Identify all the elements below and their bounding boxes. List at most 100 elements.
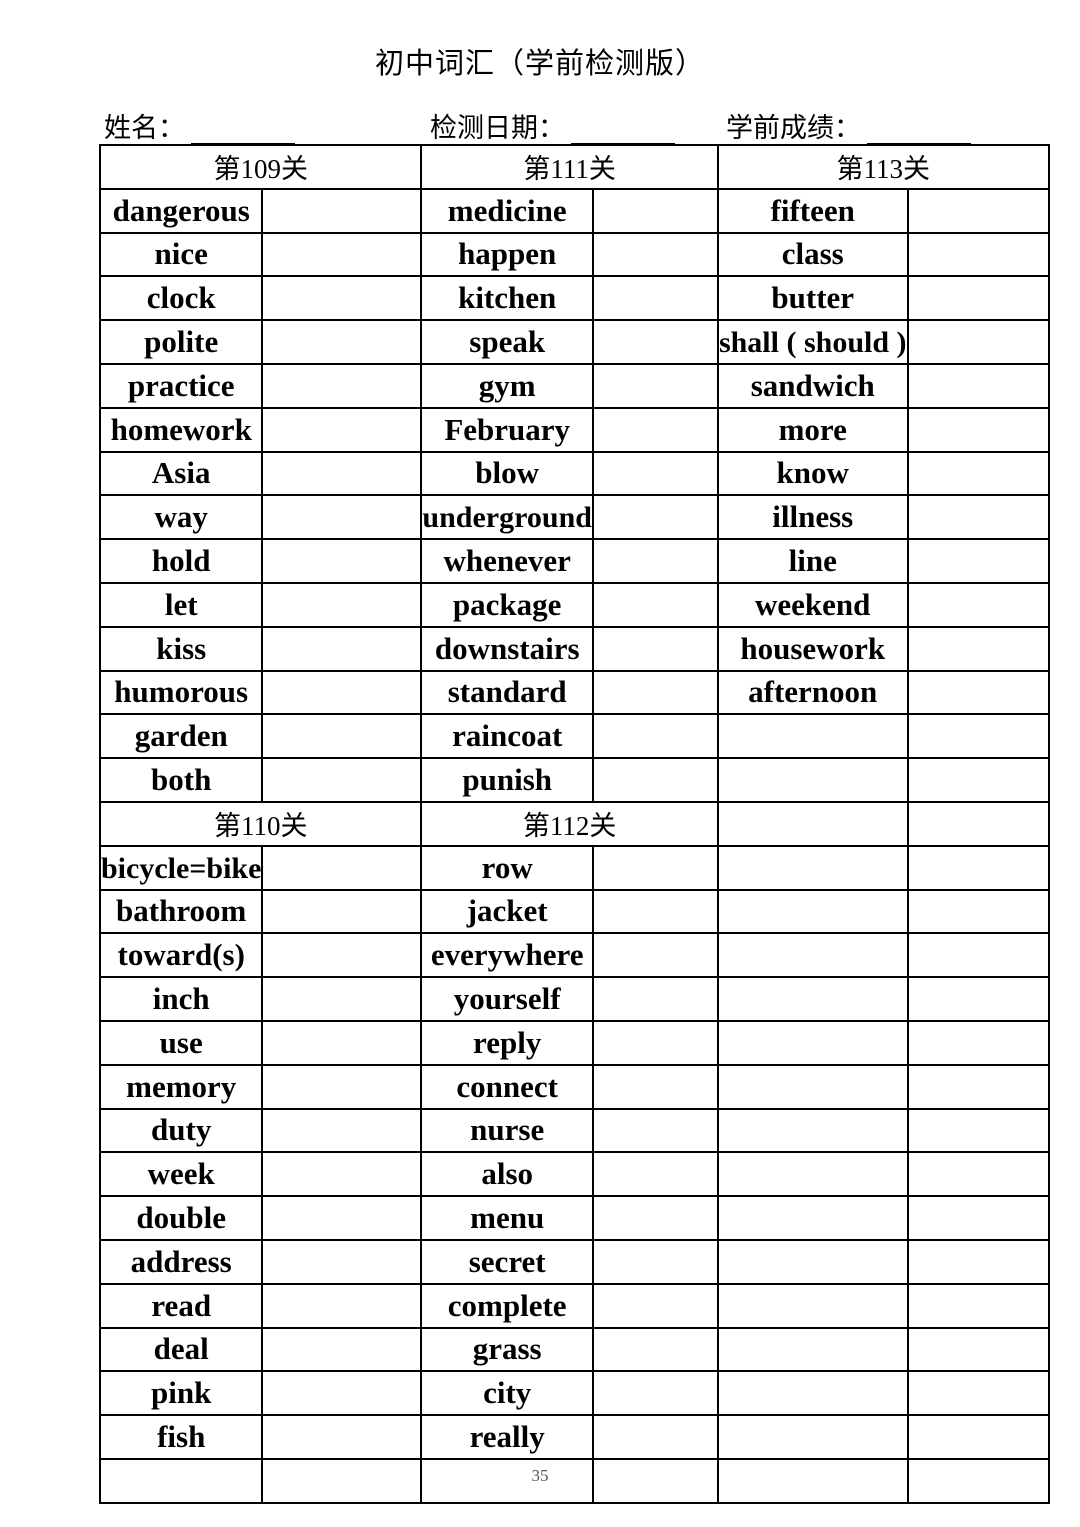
- answer-cell[interactable]: [591, 1063, 719, 1110]
- answer-cell[interactable]: [906, 362, 1050, 409]
- answer-cell[interactable]: [261, 844, 423, 891]
- answer-cell[interactable]: [906, 231, 1050, 278]
- answer-cell[interactable]: [906, 800, 1050, 847]
- answer-cell[interactable]: [261, 1019, 423, 1066]
- word: line: [788, 543, 837, 579]
- answer-cell[interactable]: [906, 932, 1050, 979]
- answer-cell[interactable]: [906, 669, 1050, 716]
- answer-cell[interactable]: [906, 1414, 1050, 1460]
- answer-cell[interactable]: [591, 319, 719, 365]
- answer-cell[interactable]: [261, 1063, 423, 1110]
- answer-cell[interactable]: [261, 538, 423, 584]
- answer-cell[interactable]: [261, 1326, 423, 1373]
- answer-cell[interactable]: [591, 713, 719, 760]
- answer-cell[interactable]: [591, 669, 719, 716]
- answer-cell[interactable]: [261, 932, 423, 979]
- answer-cell[interactable]: [261, 976, 423, 1022]
- name-field: 姓名：: [104, 106, 295, 145]
- answer-cell[interactable]: [591, 450, 719, 497]
- score-blank[interactable]: [867, 117, 971, 145]
- answer-cell[interactable]: [906, 888, 1050, 935]
- date-blank[interactable]: [571, 117, 675, 145]
- answer-cell[interactable]: [591, 757, 719, 803]
- answer-cell[interactable]: [261, 1195, 423, 1241]
- answer-cell[interactable]: [261, 1107, 423, 1154]
- answer-cell[interactable]: [906, 1238, 1050, 1285]
- answer-cell[interactable]: [906, 1370, 1050, 1417]
- answer-cell[interactable]: [261, 450, 423, 497]
- answer-cell[interactable]: [591, 1282, 719, 1329]
- answer-cell[interactable]: [591, 275, 719, 322]
- answer-cell[interactable]: [591, 976, 719, 1022]
- name-blank[interactable]: [191, 117, 295, 145]
- answer-cell[interactable]: [261, 1457, 423, 1504]
- answer-cell[interactable]: [906, 1282, 1050, 1329]
- answer-cell[interactable]: [591, 1238, 719, 1285]
- answer-cell[interactable]: [906, 581, 1050, 628]
- answer-cell[interactable]: [261, 362, 423, 409]
- answer-cell[interactable]: [261, 1370, 423, 1417]
- answer-cell[interactable]: [591, 406, 719, 453]
- answer-cell[interactable]: [591, 231, 719, 278]
- word: February: [444, 411, 571, 447]
- answer-cell[interactable]: [261, 625, 423, 672]
- answer-cell[interactable]: [906, 757, 1050, 803]
- answer-cell[interactable]: [261, 1151, 423, 1198]
- answer-cell[interactable]: [591, 494, 719, 541]
- answer-cell[interactable]: [261, 275, 423, 322]
- answer-cell[interactable]: [261, 1414, 423, 1460]
- answer-cell[interactable]: [261, 406, 423, 453]
- answer-cell[interactable]: [261, 1282, 423, 1329]
- answer-cell[interactable]: [261, 713, 423, 760]
- answer-cell[interactable]: [906, 1195, 1050, 1241]
- answer-cell[interactable]: [906, 1107, 1050, 1154]
- answer-cell[interactable]: [591, 1107, 719, 1154]
- answer-cell[interactable]: [591, 1414, 719, 1460]
- answer-cell[interactable]: [591, 1151, 719, 1198]
- answer-cell[interactable]: [261, 494, 423, 541]
- answer-cell[interactable]: [906, 275, 1050, 322]
- answer-cell[interactable]: [906, 406, 1050, 453]
- answer-cell[interactable]: [261, 319, 423, 365]
- answer-cell[interactable]: [906, 450, 1050, 497]
- answer-cell[interactable]: [906, 976, 1050, 1022]
- answer-cell[interactable]: [261, 1238, 423, 1285]
- answer-cell[interactable]: [591, 1195, 719, 1241]
- word-cell: February: [420, 406, 594, 453]
- answer-cell[interactable]: [906, 1151, 1050, 1198]
- answer-cell[interactable]: [906, 538, 1050, 584]
- answer-cell[interactable]: [906, 713, 1050, 760]
- answer-cell[interactable]: [591, 1457, 719, 1504]
- answer-cell[interactable]: [906, 494, 1050, 541]
- answer-cell[interactable]: [591, 1019, 719, 1066]
- word-cell: [716, 1195, 909, 1241]
- table-row: fish really: [98, 1414, 1050, 1460]
- answer-cell[interactable]: [906, 187, 1050, 234]
- answer-cell[interactable]: [591, 625, 719, 672]
- answer-cell[interactable]: [591, 362, 719, 409]
- answer-cell[interactable]: [906, 1457, 1050, 1504]
- answer-cell[interactable]: [591, 932, 719, 979]
- answer-cell[interactable]: [906, 625, 1050, 672]
- word-cell: deal: [98, 1326, 264, 1373]
- answer-cell[interactable]: [906, 1019, 1050, 1066]
- answer-cell[interactable]: [261, 581, 423, 628]
- answer-cell[interactable]: [906, 1326, 1050, 1373]
- answer-cell[interactable]: [906, 1063, 1050, 1110]
- answer-cell[interactable]: [591, 1370, 719, 1417]
- answer-cell[interactable]: [591, 844, 719, 891]
- word-cell: kitchen: [420, 275, 594, 322]
- answer-cell[interactable]: [591, 1326, 719, 1373]
- answer-cell[interactable]: [906, 319, 1050, 365]
- answer-cell[interactable]: [261, 669, 423, 716]
- answer-cell[interactable]: [906, 844, 1050, 891]
- answer-cell[interactable]: [591, 888, 719, 935]
- answer-cell[interactable]: [591, 187, 719, 234]
- answer-cell[interactable]: [261, 187, 423, 234]
- answer-cell[interactable]: [261, 231, 423, 278]
- answer-cell[interactable]: [591, 581, 719, 628]
- answer-cell[interactable]: [591, 538, 719, 584]
- word-cell: afternoon: [716, 669, 909, 716]
- answer-cell[interactable]: [261, 757, 423, 803]
- answer-cell[interactable]: [261, 888, 423, 935]
